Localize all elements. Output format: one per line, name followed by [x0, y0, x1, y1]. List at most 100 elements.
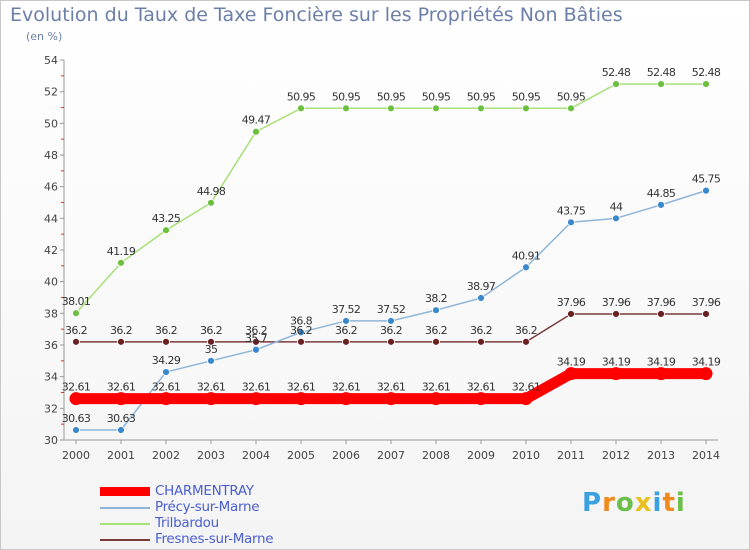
- logo-letter: t: [662, 488, 676, 518]
- data-label: 34.19: [647, 356, 676, 369]
- chart-title: Evolution du Taux de Taxe Foncière sur l…: [10, 4, 623, 26]
- legend-swatch-fresnes-sur-marne: [100, 539, 150, 541]
- data-label: 50.95: [557, 90, 586, 103]
- data-label: 30.63: [107, 412, 136, 425]
- data-label: 37.96: [692, 296, 721, 309]
- y-tick-label: 48: [44, 149, 58, 162]
- data-point: [162, 337, 170, 346]
- data-label: 32.61: [107, 381, 136, 394]
- data-point: [519, 392, 533, 406]
- data-label: 52.48: [602, 66, 631, 79]
- data-point: [294, 392, 308, 406]
- x-tick-label: 2004: [242, 449, 270, 462]
- data-label: 44: [610, 200, 623, 213]
- x-tick-label: 2009: [467, 449, 495, 462]
- y-tick-label: 38: [44, 307, 58, 320]
- data-label: 52.48: [647, 66, 676, 79]
- data-label: 32.61: [242, 381, 271, 394]
- data-label: 50.95: [467, 90, 496, 103]
- data-point: [162, 226, 170, 235]
- y-tick-label: 42: [44, 244, 58, 257]
- logo-letter: P: [582, 488, 603, 518]
- data-label: 50.95: [422, 90, 451, 103]
- data-label: 34.19: [602, 356, 631, 369]
- data-point: [477, 104, 485, 113]
- data-label: 34.19: [692, 356, 721, 369]
- data-point: [702, 186, 710, 195]
- data-point: [69, 392, 83, 406]
- data-label: 30.63: [62, 412, 91, 425]
- data-point: [702, 80, 710, 88]
- data-label: 36.2: [515, 324, 537, 337]
- data-point: [159, 392, 173, 406]
- y-tick-label: 54: [44, 54, 58, 67]
- data-label: 45.75: [692, 173, 721, 186]
- data-point: [297, 104, 305, 113]
- data-point: [117, 258, 125, 267]
- logo-letter: i: [652, 488, 663, 518]
- data-label: 38.97: [467, 280, 496, 293]
- data-point: [477, 294, 485, 302]
- data-point: [522, 263, 530, 272]
- data-point: [657, 200, 665, 209]
- data-point: [384, 392, 398, 406]
- data-point: [117, 337, 125, 346]
- legend-label-precy-sur-marne: Précy-sur-Marne: [155, 499, 260, 515]
- data-point: [432, 337, 440, 346]
- data-label: 36.2: [290, 324, 312, 337]
- data-label: 32.61: [512, 381, 541, 394]
- y-tick-label: 46: [44, 181, 58, 194]
- unit-label: (en %): [26, 30, 63, 43]
- data-point: [204, 392, 218, 406]
- logo-letter: r: [602, 488, 616, 518]
- data-point: [162, 368, 170, 376]
- x-tick-label: 2007: [377, 449, 405, 462]
- data-label: 50.95: [377, 90, 406, 103]
- data-label: 43.25: [152, 212, 181, 225]
- data-point: [657, 80, 665, 88]
- x-tick-label: 2014: [692, 449, 720, 462]
- x-tick-label: 2013: [647, 449, 675, 462]
- data-label: 36.8: [290, 314, 313, 327]
- y-tick-label: 34: [44, 371, 58, 384]
- data-label: 32.61: [467, 381, 496, 394]
- data-point: [252, 345, 260, 354]
- data-label: 38.2: [425, 292, 447, 305]
- y-tick-label: 30: [44, 434, 58, 447]
- logo-letter: o: [615, 488, 635, 518]
- data-point: [342, 104, 350, 113]
- legend-swatch-trilbardou: [100, 523, 150, 525]
- data-label: 32.61: [422, 381, 451, 394]
- data-point: [342, 337, 350, 346]
- data-label: 37.96: [647, 296, 676, 309]
- x-tick-label: 2012: [602, 449, 630, 462]
- data-point: [567, 104, 575, 113]
- data-point: [432, 104, 440, 113]
- data-point: [114, 392, 128, 406]
- data-label: 37.52: [377, 303, 406, 316]
- x-tick-label: 2002: [152, 449, 180, 462]
- data-label: 35: [205, 343, 218, 356]
- data-point: [612, 80, 620, 88]
- data-point: [564, 367, 578, 381]
- data-point: [297, 328, 305, 337]
- data-point: [429, 392, 443, 406]
- data-point: [342, 317, 350, 325]
- data-point: [387, 337, 395, 346]
- data-point: [432, 306, 440, 315]
- data-label: 37.96: [557, 296, 586, 309]
- data-label: 32.61: [377, 381, 406, 394]
- data-label: 32.61: [62, 381, 91, 394]
- x-tick-label: 2001: [107, 449, 135, 462]
- data-label: 32.61: [197, 381, 226, 394]
- data-point: [522, 104, 530, 113]
- data-label: 37.96: [602, 296, 631, 309]
- y-tick-label: 36: [44, 339, 58, 352]
- series-line: [75, 83, 707, 314]
- data-point: [474, 392, 488, 406]
- y-tick-label: 32: [44, 402, 58, 415]
- data-point: [72, 309, 80, 318]
- y-tick-label: 50: [44, 117, 58, 130]
- data-point: [612, 214, 620, 223]
